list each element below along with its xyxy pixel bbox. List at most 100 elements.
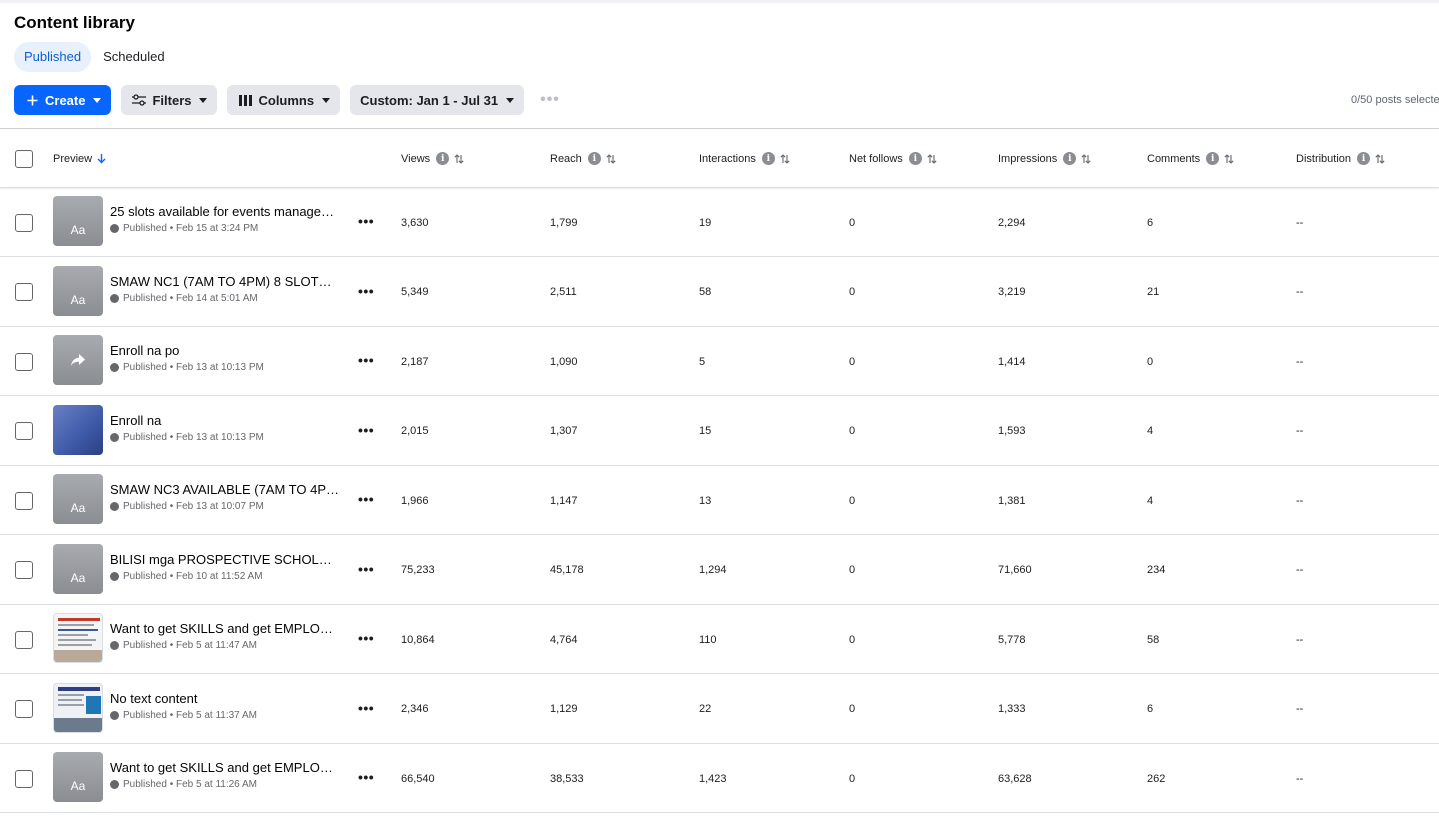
row-checkbox[interactable] (15, 422, 33, 440)
row-more-options-button[interactable]: ••• (358, 560, 375, 577)
column-header-preview[interactable]: Preview (53, 129, 106, 188)
column-header-comments[interactable]: Comments i (1147, 129, 1234, 188)
info-icon[interactable]: i (908, 152, 922, 165)
post-date: Feb 13 at 10:13 PM (175, 431, 264, 443)
post-image-thumbnail[interactable] (53, 404, 103, 455)
post-thumbnail[interactable]: Aa (53, 474, 103, 524)
column-header-impressions[interactable]: Impressions i (998, 129, 1091, 188)
row-checkbox[interactable] (15, 769, 33, 788)
info-icon[interactable]: i (761, 152, 775, 165)
post-title[interactable]: Enroll na (110, 412, 162, 428)
row-more-options-button[interactable]: ••• (358, 282, 375, 299)
cell-reach: 1,799 (550, 216, 578, 229)
cell-reach: 4,764 (550, 633, 578, 646)
info-icon[interactable]: i (1357, 152, 1371, 165)
cell-interactions: 58 (699, 286, 712, 298)
table-row[interactable]: No text content Published • Feb 5 at 11:3… (0, 675, 1439, 744)
row-checkbox[interactable] (15, 283, 33, 301)
row-checkbox[interactable] (15, 352, 33, 371)
globe-icon (110, 571, 119, 581)
separator-dot: • (166, 570, 176, 582)
tab-scheduled[interactable]: Scheduled (103, 49, 165, 64)
post-image-thumbnail[interactable] (53, 682, 103, 733)
column-header-net-follows[interactable]: Net follows i (849, 129, 937, 188)
row-more-options-button[interactable]: ••• (358, 699, 375, 716)
row-more-options-button[interactable]: ••• (358, 352, 375, 368)
filters-button[interactable]: Filters (121, 85, 218, 115)
row-checkbox-cell (15, 188, 33, 257)
create-button[interactable]: Create (14, 85, 112, 115)
post-meta: Published • Feb 10 at 11:52 AM (110, 571, 263, 582)
post-thumbnail[interactable]: Aa (53, 196, 103, 246)
more-options-button[interactable]: ••• (540, 91, 560, 108)
cell-views: 3,630 (401, 216, 429, 229)
row-checkbox-cell (15, 258, 33, 327)
row-checkbox-cell (15, 536, 33, 605)
row-more-options-button[interactable]: ••• (358, 630, 375, 646)
cell-net-follows: 0 (849, 355, 856, 368)
row-checkbox[interactable] (15, 561, 33, 579)
row-more-options-button[interactable]: ••• (358, 421, 375, 438)
post-title[interactable]: No text content (110, 690, 198, 706)
post-meta: Published • Feb 15 at 3:24 PM (110, 223, 258, 234)
row-checkbox[interactable] (15, 491, 33, 510)
select-all-checkbox-cell (15, 129, 33, 188)
post-title[interactable]: 25 slots available for events management (110, 204, 340, 219)
post-title[interactable]: Want to get SKILLS and get EMPLOYED? (110, 760, 340, 775)
row-more-options-button[interactable]: ••• (358, 491, 375, 507)
column-header-interactions[interactable]: Interactions i (699, 129, 790, 188)
thumbnail-label: Aa (70, 292, 86, 307)
row-checkbox[interactable] (15, 700, 33, 718)
post-thumbnail[interactable]: Aa (53, 265, 103, 316)
chevron-down-icon (199, 97, 208, 103)
row-more-options-button[interactable]: ••• (358, 213, 375, 229)
cell-views: 5,349 (401, 286, 429, 298)
table-row[interactable]: Aa Want to get SKILLS and get EMPLOYED? Pu… (0, 744, 1439, 813)
post-date: Feb 14 at 5:01 AM (175, 292, 258, 304)
post-title[interactable]: Enroll na po (110, 343, 180, 358)
post-date: Feb 15 at 3:24 PM (175, 223, 259, 234)
columns-button[interactable]: Columns (227, 85, 341, 115)
table-row[interactable]: Want to get SKILLS and get EMPLOYED? Publ… (0, 605, 1439, 674)
info-icon[interactable]: i (1206, 152, 1220, 165)
cell-interactions: 110 (699, 633, 717, 646)
row-checkbox[interactable] (15, 213, 33, 232)
post-title[interactable]: SMAW NC1 (7AM TO 4PM) 8 SLOTS AVAILABLE (110, 273, 340, 289)
share-icon[interactable] (53, 335, 103, 385)
row-more-options-button[interactable]: ••• (358, 769, 375, 785)
post-thumbnail[interactable]: Aa (53, 752, 103, 802)
select-all-checkbox[interactable] (15, 149, 33, 168)
info-icon[interactable]: i (1063, 152, 1077, 165)
date-range-button[interactable]: Custom: Jan 1 - Jul 31 (350, 85, 525, 115)
post-title[interactable]: Want to get SKILLS and get EMPLOYED? (110, 621, 340, 636)
post-thumbnail[interactable]: Aa (53, 543, 103, 594)
column-header-views[interactable]: Views i (401, 129, 464, 188)
info-icon[interactable]: i (436, 152, 450, 165)
cell-interactions: 15 (699, 425, 712, 437)
row-checkbox[interactable] (15, 630, 33, 649)
column-header-reach[interactable]: Reach i (550, 129, 616, 188)
info-icon[interactable]: i (587, 152, 601, 165)
column-header-distribution[interactable]: Distribution i (1296, 129, 1385, 188)
table-row[interactable]: Aa SMAW NC3 AVAILABLE (7AM TO 4PM) Publish… (0, 466, 1439, 535)
cell-comments: 6 (1147, 703, 1154, 715)
tab-bar: Published Scheduled (14, 42, 175, 72)
cell-interactions: 1,294 (699, 564, 727, 576)
cell-net-follows: 0 (849, 494, 856, 507)
globe-icon (110, 363, 119, 372)
post-title[interactable]: SMAW NC3 AVAILABLE (7AM TO 4PM) (110, 482, 340, 497)
table-row[interactable]: Enroll na po Published • Feb 13 at 10:13 … (0, 327, 1439, 396)
cell-comments: 58 (1147, 633, 1160, 646)
tab-published[interactable]: Published (14, 42, 92, 72)
table-row[interactable]: Aa BILISI mga PROSPECTIVE SCHOLARS. Enrol… (0, 536, 1439, 605)
table-row[interactable]: Enroll na Published • Feb 13 at 10:13 PM •… (0, 397, 1439, 466)
sort-icon (454, 153, 464, 164)
date-range-label: Custom: Jan 1 - Jul 31 (360, 92, 499, 108)
post-title[interactable]: BILISI mga PROSPECTIVE SCHOLARS. Enroll … (110, 551, 340, 567)
chevron-down-icon (506, 97, 515, 103)
post-image-thumbnail[interactable] (53, 613, 103, 663)
chevron-down-icon (93, 97, 102, 103)
table-row[interactable]: Aa 25 slots available for events manageme… (0, 188, 1439, 257)
post-status: Published (123, 362, 167, 373)
table-row[interactable]: Aa SMAW NC1 (7AM TO 4PM) 8 SLOTS AVAILABL… (0, 258, 1439, 327)
